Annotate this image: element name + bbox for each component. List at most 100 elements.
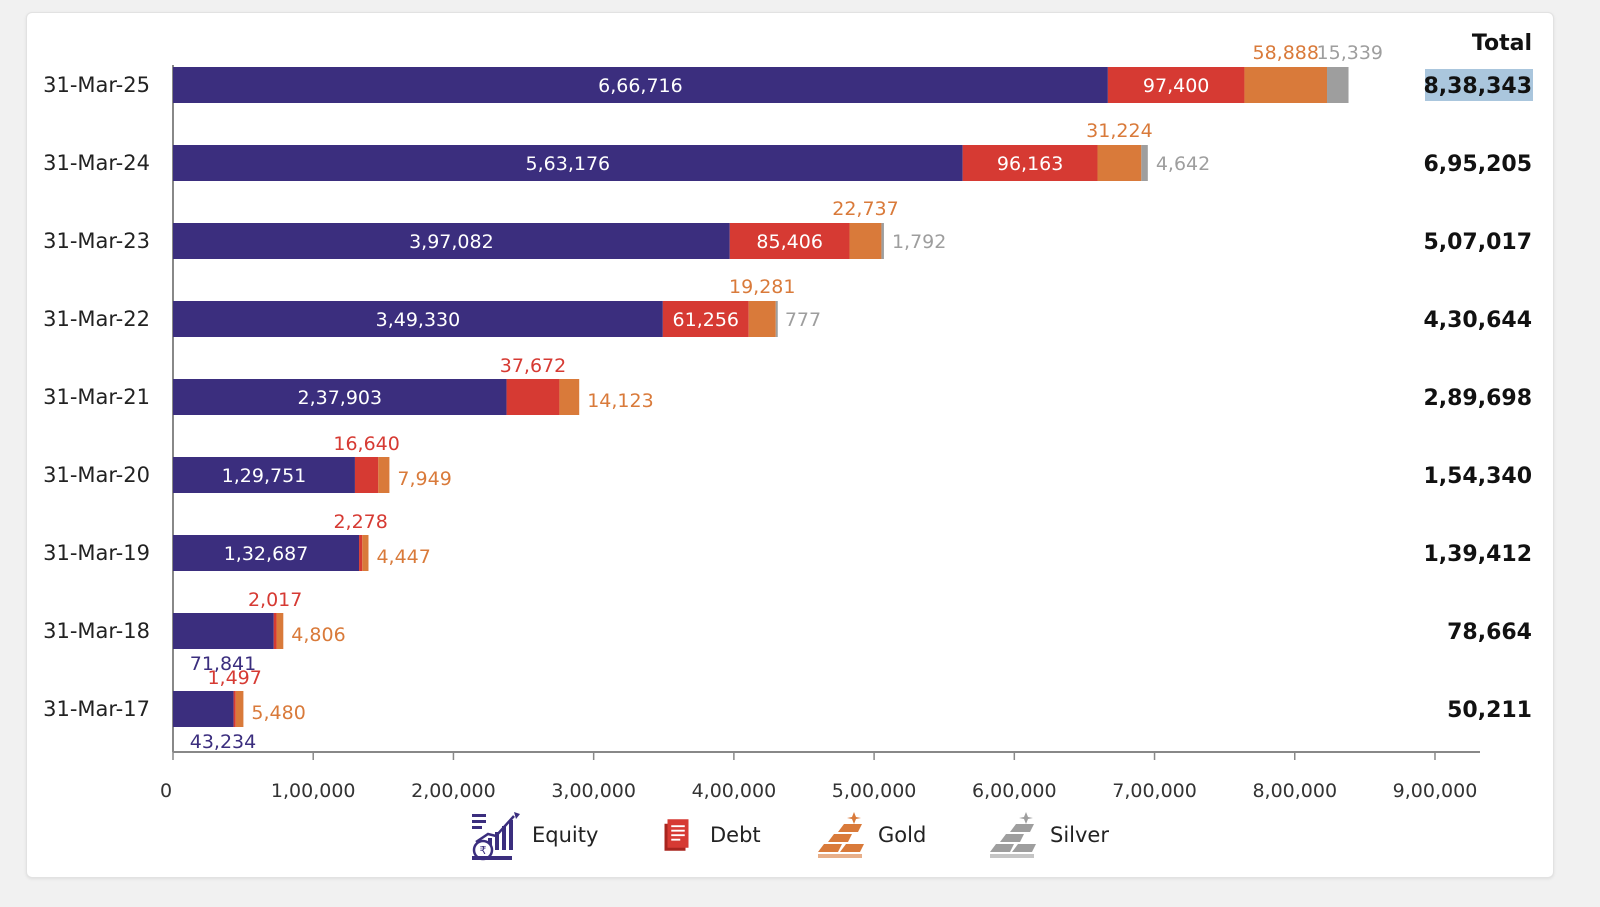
- category-label: 31-Mar-25: [43, 73, 150, 97]
- bar-segment-equity[interactable]: [173, 223, 730, 259]
- data-label-gold: 4,447: [376, 546, 430, 568]
- total-value: 5,07,017: [1423, 230, 1532, 255]
- x-tick-label: 9,00,000: [1393, 780, 1478, 802]
- data-label-equity: 43,234: [190, 731, 256, 753]
- x-tick-label: 8,00,000: [1252, 780, 1337, 802]
- legend-item-gold[interactable]: Gold: [814, 808, 926, 862]
- data-label-debt: 1,497: [207, 667, 261, 689]
- data-label-gold: 5,480: [251, 702, 305, 724]
- category-label: 31-Mar-24: [43, 151, 150, 175]
- data-label-equity: 1,32,687: [224, 543, 309, 565]
- legend-item-equity[interactable]: ₹ Equity: [468, 808, 598, 862]
- bar-segment-debt[interactable]: [506, 379, 560, 415]
- bar-segment-silver[interactable]: [1141, 145, 1148, 181]
- total-highlight: [1425, 69, 1533, 101]
- bar-segment-debt[interactable]: [662, 301, 749, 337]
- data-label-gold: 31,224: [1086, 120, 1152, 142]
- data-label-debt: 97,400: [1143, 75, 1209, 97]
- bar-segment-silver[interactable]: [775, 301, 778, 337]
- category-label: 31-Mar-18: [43, 619, 150, 643]
- data-label-gold: 22,737: [832, 198, 898, 220]
- data-label-gold: 4,806: [291, 624, 345, 646]
- bar-segment-gold[interactable]: [1244, 67, 1328, 103]
- x-tick-label: 7,00,000: [1112, 780, 1197, 802]
- x-tick-label: 4,00,000: [692, 780, 777, 802]
- data-label-equity: 5,63,176: [526, 153, 611, 175]
- bar-segment-gold[interactable]: [276, 613, 284, 649]
- bar-segment-equity[interactable]: [173, 691, 234, 727]
- total-header: Total: [1472, 31, 1532, 56]
- equity-chart-rupee-icon: ₹: [472, 812, 520, 861]
- bar-segment-equity[interactable]: [173, 67, 1108, 103]
- total-value: 4,30,644: [1423, 308, 1532, 333]
- bar-segment-debt[interactable]: [233, 691, 236, 727]
- legend-label-debt: Debt: [710, 823, 761, 847]
- data-label-equity: 3,97,082: [409, 231, 494, 253]
- category-label: 31-Mar-17: [43, 697, 150, 721]
- svg-text:₹: ₹: [480, 844, 487, 857]
- x-tick-label: 6,00,000: [972, 780, 1057, 802]
- data-label-equity: 2,37,903: [297, 387, 382, 409]
- category-label: 31-Mar-21: [43, 385, 150, 409]
- data-label-debt: 96,163: [997, 153, 1063, 175]
- data-label-debt: 2,017: [248, 589, 302, 611]
- x-tick-label: 2,00,000: [411, 780, 496, 802]
- total-value: 78,664: [1447, 620, 1532, 645]
- legend-label-gold: Gold: [878, 823, 927, 847]
- x-tick-label: 3,00,000: [551, 780, 636, 802]
- total-value: 6,95,205: [1423, 152, 1532, 177]
- data-label-debt: 61,256: [673, 309, 739, 331]
- bar-segment-equity[interactable]: [173, 535, 360, 571]
- data-label-equity: 3,49,330: [376, 309, 461, 331]
- bar-segment-gold[interactable]: [849, 223, 882, 259]
- bar-segment-gold[interactable]: [235, 691, 244, 727]
- legend-item-silver[interactable]: Silver: [986, 808, 1109, 862]
- bar-segment-gold[interactable]: [378, 457, 390, 493]
- data-label-gold: 7,949: [397, 468, 451, 490]
- total-value: 2,89,698: [1423, 386, 1532, 411]
- x-tick-label: 0: [160, 780, 172, 802]
- bar-segment-equity[interactable]: [173, 379, 507, 415]
- gold-bars-icon: [818, 812, 864, 858]
- x-tick-label: 1,00,000: [271, 780, 356, 802]
- bar-segment-gold[interactable]: [1097, 145, 1142, 181]
- data-label-debt: 2,278: [333, 511, 387, 533]
- category-label: 31-Mar-19: [43, 541, 150, 565]
- bar-segment-equity[interactable]: [173, 301, 663, 337]
- bar-segment-equity[interactable]: [173, 145, 963, 181]
- total-value: 50,211: [1447, 698, 1532, 723]
- legend-label-silver: Silver: [1050, 823, 1109, 847]
- data-label-equity: 6,66,716: [598, 75, 683, 97]
- data-label-debt: 85,406: [756, 231, 822, 253]
- bar-segment-silver[interactable]: [1327, 67, 1349, 103]
- data-label-gold: 14,123: [587, 390, 653, 412]
- data-label-equity: 1,29,751: [222, 465, 307, 487]
- category-label: 31-Mar-23: [43, 229, 150, 253]
- silver-bars-icon: [990, 812, 1036, 858]
- bar-segment-debt[interactable]: [729, 223, 850, 259]
- data-label-debt: 37,672: [500, 355, 566, 377]
- bar-segment-equity[interactable]: [173, 613, 274, 649]
- bar-segment-debt[interactable]: [354, 457, 379, 493]
- bar-segment-debt[interactable]: [1107, 67, 1245, 103]
- bar-segment-equity[interactable]: [173, 457, 355, 493]
- data-label-gold: 58,888: [1252, 42, 1318, 64]
- bar-segment-gold[interactable]: [362, 535, 369, 571]
- legend-item-debt[interactable]: Debt: [660, 808, 761, 862]
- bar-segment-silver[interactable]: [881, 223, 884, 259]
- data-label-equity: 71,841: [190, 653, 256, 675]
- data-label-gold: 19,281: [729, 276, 795, 298]
- bar-segment-gold[interactable]: [559, 379, 580, 415]
- data-label-silver: 15,339: [1317, 42, 1383, 64]
- category-label: 31-Mar-20: [43, 463, 150, 487]
- category-label: 31-Mar-22: [43, 307, 150, 331]
- bar-segment-gold[interactable]: [748, 301, 776, 337]
- data-label-debt: 16,640: [333, 433, 399, 455]
- data-label-silver: 4,642: [1156, 153, 1210, 175]
- bar-segment-debt[interactable]: [962, 145, 1098, 181]
- bar-segment-debt[interactable]: [359, 535, 363, 571]
- bar-segment-debt[interactable]: [273, 613, 277, 649]
- data-label-silver: 1,792: [892, 231, 946, 253]
